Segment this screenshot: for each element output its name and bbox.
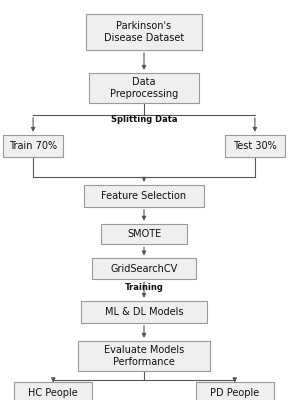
FancyBboxPatch shape: [92, 258, 196, 279]
FancyBboxPatch shape: [225, 135, 285, 157]
Text: GridSearchCV: GridSearchCV: [110, 264, 178, 274]
Text: SMOTE: SMOTE: [127, 229, 161, 239]
Text: Evaluate Models
Performance: Evaluate Models Performance: [104, 345, 184, 367]
FancyBboxPatch shape: [81, 301, 207, 323]
FancyBboxPatch shape: [86, 14, 202, 50]
Text: Feature Selection: Feature Selection: [101, 191, 187, 201]
FancyBboxPatch shape: [3, 135, 63, 157]
FancyBboxPatch shape: [14, 382, 92, 400]
Text: PD People: PD People: [210, 388, 259, 398]
Text: Training: Training: [125, 283, 163, 292]
Text: Parkinson's
Disease Dataset: Parkinson's Disease Dataset: [104, 21, 184, 43]
Text: Splitting Data: Splitting Data: [111, 116, 177, 124]
Text: ML & DL Models: ML & DL Models: [105, 307, 183, 317]
Text: Data
Preprocessing: Data Preprocessing: [110, 77, 178, 99]
FancyBboxPatch shape: [78, 341, 210, 371]
FancyBboxPatch shape: [101, 224, 187, 244]
Text: HC People: HC People: [29, 388, 78, 398]
Text: Test 30%: Test 30%: [233, 141, 277, 151]
FancyBboxPatch shape: [89, 73, 199, 103]
FancyBboxPatch shape: [84, 185, 204, 207]
Text: Train 70%: Train 70%: [9, 141, 57, 151]
FancyBboxPatch shape: [196, 382, 274, 400]
